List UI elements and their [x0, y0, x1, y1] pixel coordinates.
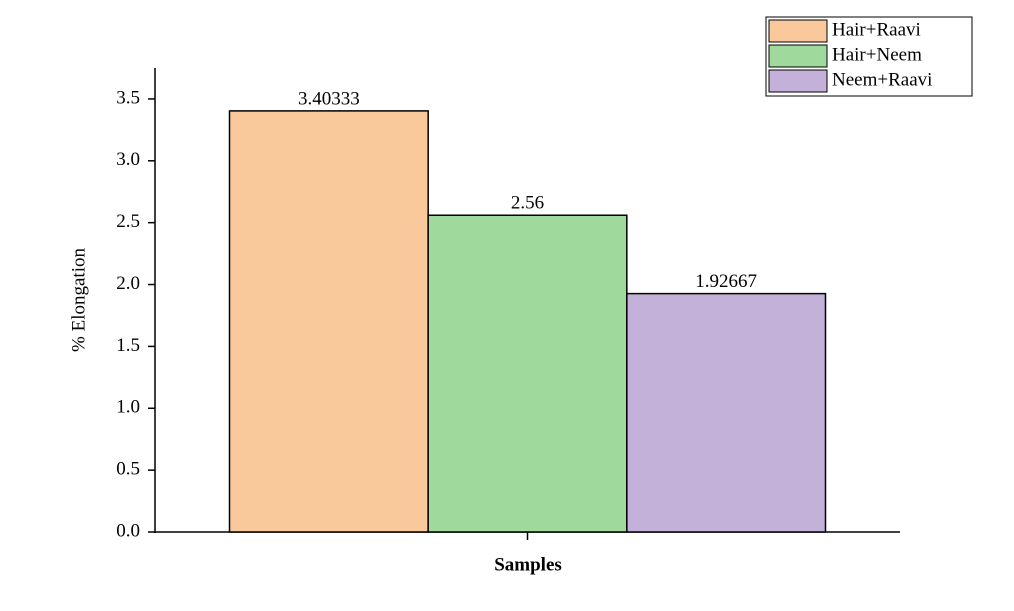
legend-swatch: [768, 19, 828, 43]
y-tick-label: 2.0: [116, 273, 140, 294]
bar: [228, 110, 429, 533]
bar: [626, 292, 827, 533]
legend-label: Neem+Raavi: [832, 69, 932, 90]
legend-label: Hair+Neem: [832, 44, 922, 65]
legend-swatch: [768, 44, 828, 68]
y-tick-label: 2.5: [116, 211, 140, 232]
y-tick-label: 0.5: [116, 458, 140, 479]
y-tick-label: 3.5: [116, 87, 140, 108]
value-label: 1.92667: [695, 271, 757, 292]
value-label: 2.56: [511, 193, 544, 214]
y-axis-label: % Elongation: [68, 248, 89, 352]
legend-label: Hair+Raavi: [832, 19, 921, 40]
y-tick-label: 0.0: [116, 520, 140, 541]
x-axis-label: Samples: [494, 554, 562, 575]
y-tick-label: 1.5: [116, 335, 140, 356]
y-tick-label: 1.0: [116, 397, 140, 418]
legend-swatch: [768, 69, 828, 93]
value-label: 3.40333: [298, 88, 360, 109]
y-tick-label: 3.0: [116, 149, 140, 170]
bar: [427, 214, 628, 533]
